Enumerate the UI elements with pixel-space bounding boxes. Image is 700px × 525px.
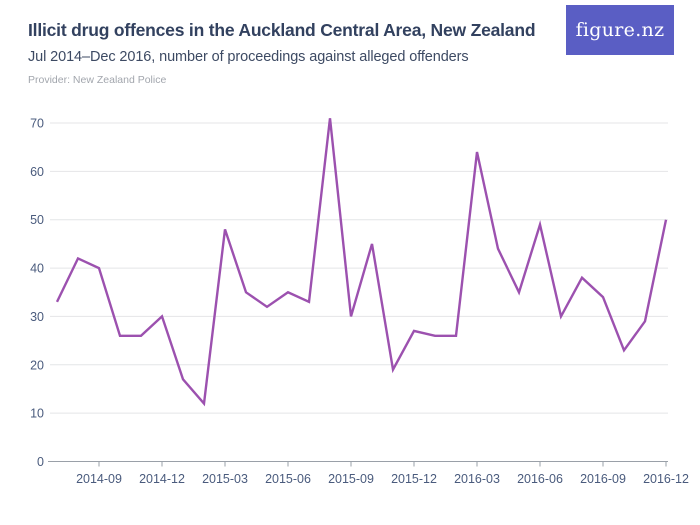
provider-note: Provider: New Zealand Police	[28, 74, 167, 87]
x-tick-label: 2015-06	[265, 472, 311, 486]
y-tick-label: 50	[30, 213, 44, 227]
x-tick-label: 2016-03	[454, 472, 500, 486]
x-tick-label: 2014-12	[139, 472, 185, 486]
y-tick-label: 0	[37, 455, 44, 469]
y-tick-label: 40	[30, 262, 44, 276]
x-tick-label: 2015-12	[391, 472, 437, 486]
figurenz-logo-text: figure.nz	[575, 19, 665, 41]
chart-subtitle: Jul 2014–Dec 2016, number of proceedings…	[28, 49, 469, 66]
figurenz-logo[interactable]: figure.nz	[566, 5, 674, 55]
y-tick-label: 70	[30, 117, 44, 131]
x-tick-label: 2016-09	[580, 472, 626, 486]
line-chart: 0 10 20 30 40 50 60 70 2014-09 2014-12 2015-03 2015…	[30, 117, 689, 487]
data-line-series	[55, 118, 668, 407]
x-tick-label: 2015-03	[202, 472, 248, 486]
x-tick-label: 2016-12	[643, 472, 689, 486]
y-tick-label: 10	[30, 407, 44, 421]
y-tick-label: 20	[30, 358, 44, 372]
y-tick-label: 60	[30, 165, 44, 179]
x-tick-label: 2015-09	[328, 472, 374, 486]
x-tick-label: 2014-09	[76, 472, 122, 486]
y-tick-label: 30	[30, 310, 44, 324]
chart-header: Illicit drug offences in the Auckland Ce…	[28, 0, 558, 86]
x-tick-label: 2016-06	[517, 472, 563, 486]
chart-title: Illicit drug offences in the Auckland Ce…	[28, 20, 536, 40]
